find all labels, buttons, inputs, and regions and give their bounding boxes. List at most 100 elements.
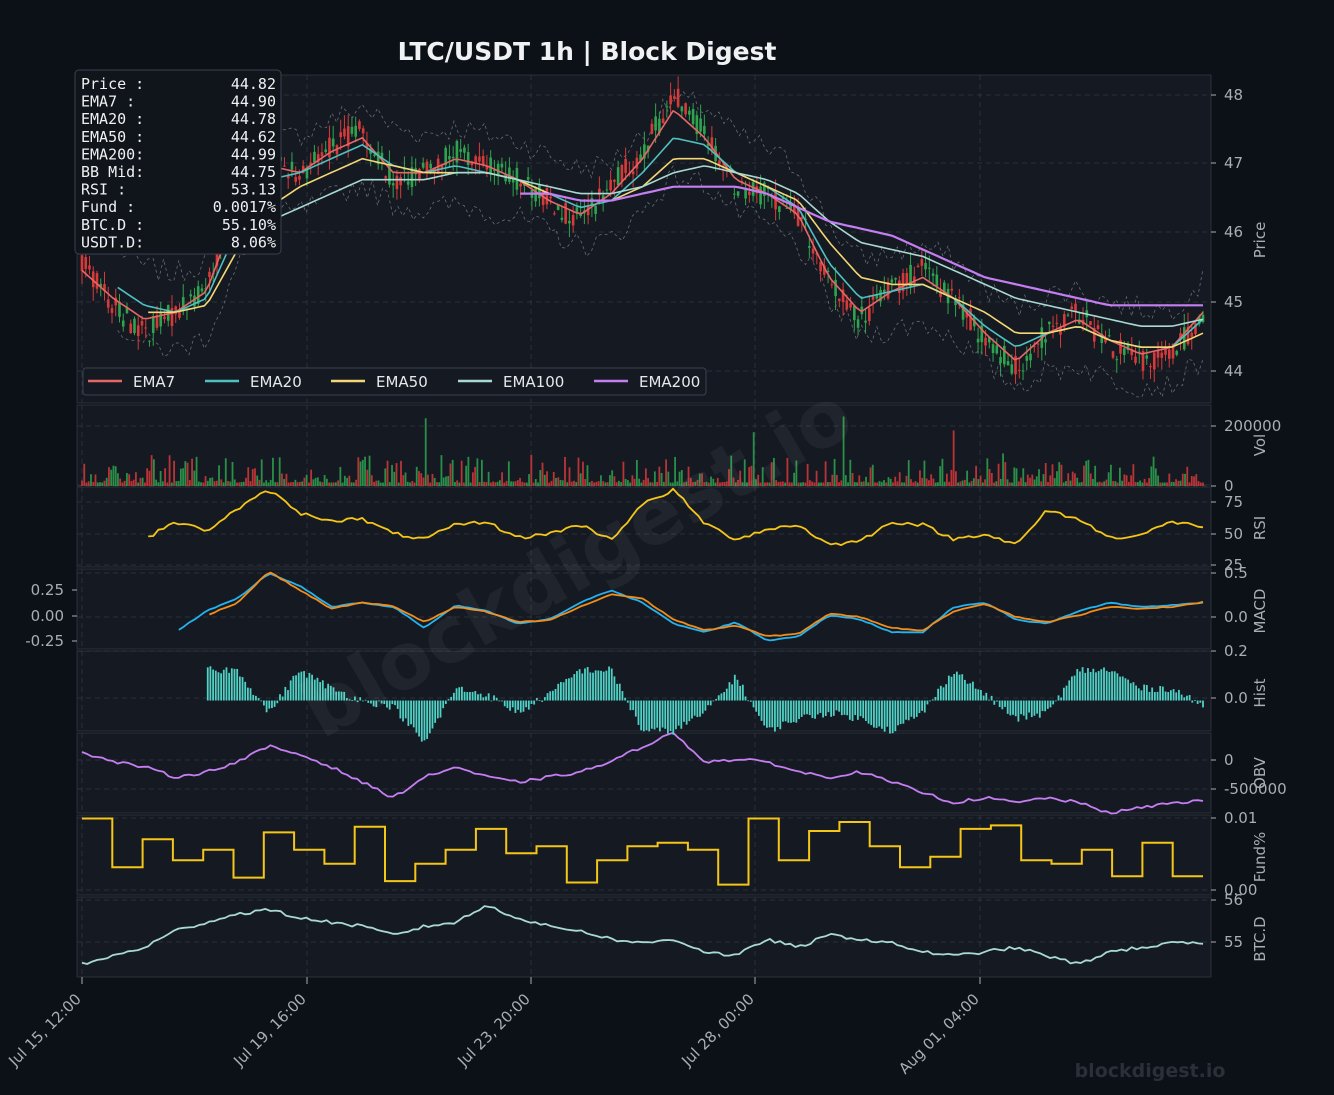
info-value: 44.75: [231, 163, 276, 181]
volume-bar: [276, 482, 279, 486]
histogram-bar: [404, 700, 407, 719]
volume-bar: [934, 482, 937, 486]
volume-bar: [1053, 478, 1056, 486]
histogram-bar: [530, 700, 533, 704]
volume-bar: [1040, 481, 1043, 486]
series-line-signal: [209, 571, 1204, 637]
volume-bar: [195, 456, 198, 486]
candle-body: [1134, 356, 1137, 363]
volume-bar: [440, 455, 443, 486]
volume-bar: [296, 482, 299, 486]
histogram-bar: [613, 676, 616, 701]
histogram-bar: [966, 683, 969, 701]
candle-body: [680, 106, 684, 112]
volume-bar: [370, 475, 373, 486]
y-tick-label-price: 46: [1224, 223, 1243, 241]
volume-bar: [746, 482, 748, 486]
series-line-macd: [178, 572, 1204, 642]
histogram-bar: [375, 700, 378, 708]
histogram-bar: [222, 669, 225, 701]
volume-bar: [492, 481, 495, 486]
volume-bar: [438, 482, 441, 486]
volume-bar: [1020, 477, 1022, 486]
histogram-bar: [439, 700, 442, 718]
candle-body: [958, 297, 961, 299]
histogram-bar: [1017, 700, 1020, 722]
histogram-bar: [685, 700, 688, 725]
histogram-bar: [538, 700, 541, 702]
volume-bar: [101, 482, 104, 486]
histogram-bar: [937, 688, 940, 701]
histogram-bar: [535, 698, 538, 701]
candle-body: [916, 265, 920, 268]
volume-bar: [260, 459, 263, 486]
histogram-bar: [680, 700, 683, 729]
volume-bar: [1170, 481, 1173, 486]
candle-body: [613, 179, 616, 182]
candle-body: [635, 157, 639, 169]
volume-bar: [573, 480, 575, 486]
volume-bar: [1172, 481, 1175, 486]
volume-bar: [269, 479, 272, 486]
candle-body: [661, 118, 665, 124]
histogram-bar: [840, 700, 843, 716]
histogram-bar: [353, 696, 356, 701]
volume-bar: [586, 465, 589, 486]
histogram-bar: [557, 683, 560, 701]
histogram-bar: [1081, 667, 1084, 701]
volume-bar: [456, 480, 459, 486]
volume-bar: [483, 481, 486, 486]
volume-bar: [463, 482, 465, 486]
volume-bar: [528, 474, 530, 486]
volume-bar: [638, 478, 641, 486]
candle-body: [489, 157, 492, 175]
candle-body: [478, 156, 481, 162]
candle-body: [575, 207, 579, 213]
histogram-bar: [897, 700, 899, 726]
info-value: 0.0017%: [213, 198, 276, 216]
histogram-bar: [493, 695, 495, 701]
histogram-bar: [592, 672, 594, 701]
volume-bar: [1047, 481, 1049, 486]
volume-bar: [723, 481, 726, 486]
histogram-bar: [1175, 692, 1178, 701]
volume-bar: [1130, 475, 1133, 486]
volume-bar: [420, 473, 423, 486]
y-axis-label-rsi: RSI: [1251, 516, 1269, 540]
histogram-bar: [688, 700, 691, 722]
volume-bar: [305, 474, 308, 486]
volume-bar: [227, 481, 229, 486]
volume-bar: [1056, 471, 1058, 486]
candle-body: [103, 284, 106, 292]
volume-bar: [768, 482, 771, 486]
volume-bar: [660, 473, 663, 486]
y-axis-label-fund: Fund%: [1251, 832, 1269, 883]
candle-body: [1175, 350, 1179, 355]
histogram-bar: [1183, 697, 1186, 701]
histogram-bar: [894, 700, 897, 732]
candle-body: [343, 128, 346, 137]
candle-body: [541, 190, 545, 205]
candle-body: [500, 163, 504, 168]
volume-bar: [833, 458, 836, 486]
candle-body: [710, 137, 714, 151]
volume-bar: [557, 477, 560, 486]
volume-bar: [534, 479, 537, 486]
volume-bar: [186, 462, 189, 486]
histogram-bar: [806, 700, 808, 715]
histogram-bar: [431, 700, 434, 729]
histogram-bar: [672, 700, 675, 735]
volume-bar: [667, 471, 670, 486]
histogram-bar: [255, 695, 257, 701]
volume-bar: [525, 482, 528, 486]
volume-bar: [406, 481, 409, 486]
volume-bar: [719, 482, 721, 486]
volume-bar: [707, 482, 710, 486]
histogram-bar: [709, 700, 712, 706]
histogram-bar: [1097, 671, 1100, 701]
y-tick-label-volume: 0: [1224, 477, 1234, 495]
volume-bar: [613, 476, 616, 486]
histogram-bar: [578, 669, 581, 701]
candle-body: [1141, 351, 1145, 371]
volume-bar: [970, 480, 973, 486]
